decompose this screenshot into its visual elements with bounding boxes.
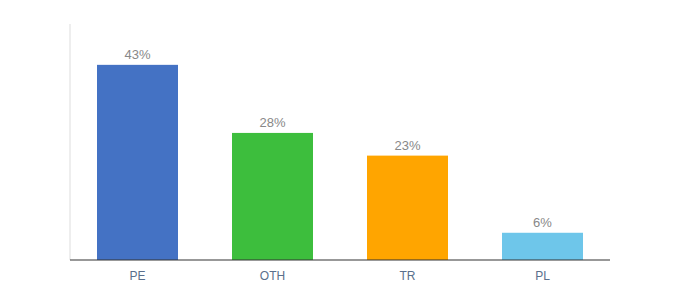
x-tick-label: TR [400,269,416,283]
x-axis-line [70,259,610,260]
data-label: 28% [259,115,285,130]
data-label: 23% [394,138,420,153]
x-tick-label: OTH [260,269,285,283]
y-axis-line [70,24,71,260]
chart-container: PE OTH TR PL 43% 28% 23% 6% [0,0,680,300]
chart: PE OTH TR PL 43% 28% 23% 6% [0,0,680,300]
x-tick-label: PL [535,269,550,283]
data-label: 43% [124,47,150,62]
bar [97,65,178,260]
bar [232,133,313,260]
x-tick-label: PE [129,269,145,283]
bar [367,156,448,260]
data-label: 6% [533,215,552,230]
bar [502,233,583,260]
bars [97,65,583,260]
